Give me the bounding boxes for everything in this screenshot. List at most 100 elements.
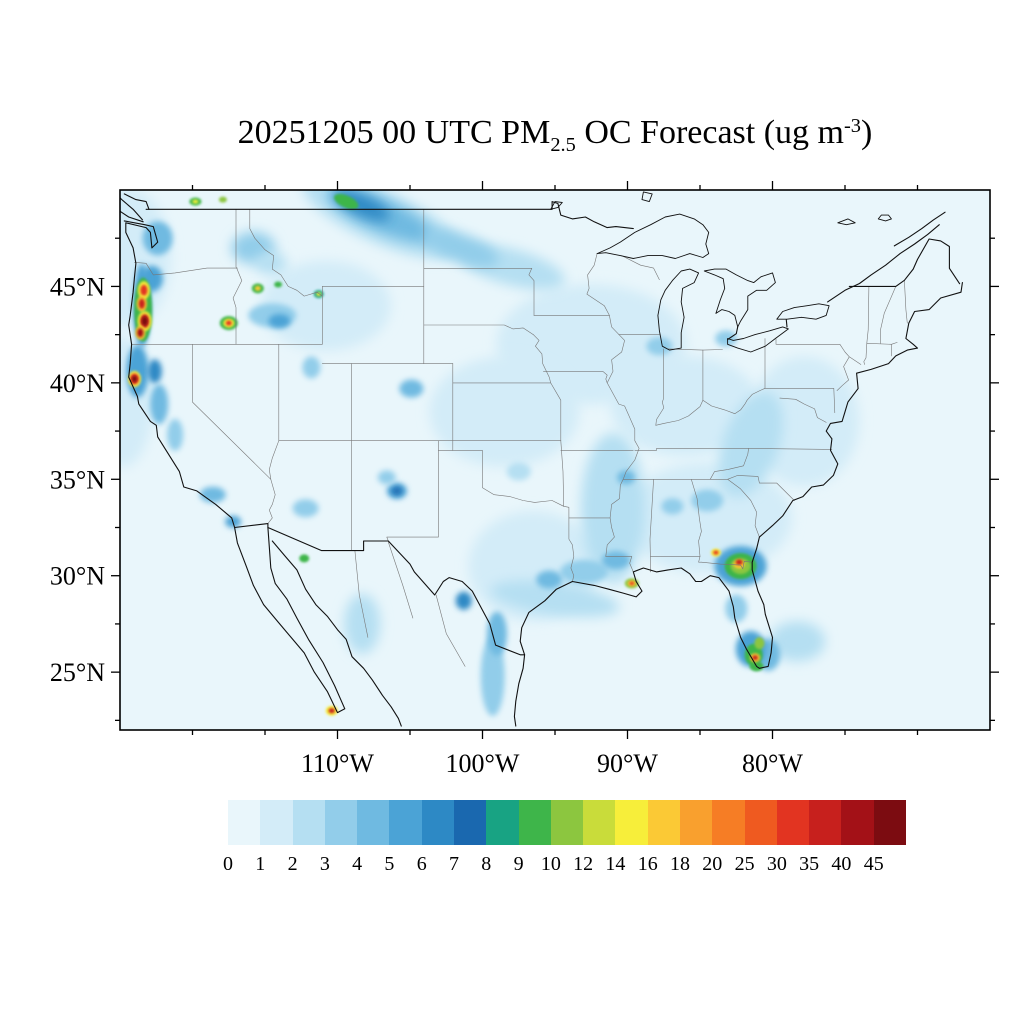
state-boundary (438, 450, 564, 507)
colorbar-tick-label: 1 (255, 853, 266, 875)
colorbar-tick-label: 45 (863, 853, 884, 875)
field-patch (422, 228, 499, 267)
colorbar-tick-label: 8 (481, 853, 492, 875)
field-patch (713, 550, 719, 555)
field-patch (120, 190, 171, 328)
state-boundary (709, 448, 749, 480)
colorbar (228, 800, 906, 845)
state-boundary (727, 475, 795, 501)
field-patch (718, 392, 784, 498)
field-patch (260, 260, 391, 351)
field-patch (490, 580, 620, 618)
colorbar-tick-label: 18 (670, 853, 690, 875)
colorbar-labels: 0 1 2 3 4 5 6 7 8 9 10 12 14 16 18 20 25 30 35 40 45 (223, 853, 906, 879)
state-boundary (655, 348, 665, 426)
state-boundary (775, 338, 862, 365)
state-boundary (605, 556, 634, 573)
coastline (827, 224, 940, 303)
colorbar-tick-label: 12 (573, 853, 594, 875)
state-boundary (655, 388, 766, 426)
field-patch (725, 594, 748, 623)
field-patch (715, 330, 738, 347)
colorbar-tick-label: 30 (766, 853, 787, 875)
state-boundary (388, 541, 414, 619)
coastline (123, 193, 150, 210)
lake-outline (641, 191, 653, 203)
colorbar-tick-label: 7 (449, 853, 459, 875)
coastline (120, 197, 144, 221)
state-boundary (560, 440, 575, 582)
state-boundary (354, 550, 369, 638)
field-patch (268, 314, 291, 329)
state-boundary (232, 209, 243, 345)
state-boundary (904, 280, 908, 324)
field-patch (735, 559, 743, 565)
x-axis-label: 80°W (742, 749, 803, 778)
colorbar-cell (841, 800, 874, 845)
field-patch (391, 486, 402, 495)
colorbar-tick-label: 25 (734, 853, 755, 875)
lake-outline (837, 218, 856, 226)
colorbar-cell (809, 800, 842, 845)
colorbar-tick-label: 4 (352, 853, 363, 875)
colorbar-tick-label: 40 (831, 853, 852, 875)
field-patch (292, 499, 319, 518)
state-boundary (533, 334, 562, 441)
field-patch (131, 375, 138, 383)
y-axis-label: 45°N (50, 272, 105, 301)
y-axis-label: 30°N (50, 562, 105, 591)
state-boundary (192, 344, 276, 524)
colorbar-tick-label: 20 (702, 853, 723, 875)
x-axis-label: 100°W (446, 749, 520, 778)
field-patch (199, 486, 226, 503)
state-boundary (386, 440, 439, 542)
lake-outline (657, 268, 700, 351)
lake-outline (877, 214, 892, 222)
colorbar-cell (744, 800, 777, 845)
field-patch (344, 593, 381, 654)
field-patch (138, 298, 145, 309)
x-axis-label: 110°W (301, 749, 374, 778)
title-subscript: 2.5 (550, 133, 576, 156)
field-patch (302, 356, 321, 379)
state-boundary (605, 315, 640, 557)
coastline (513, 654, 526, 727)
coastline (123, 220, 963, 669)
state-boundary (528, 268, 535, 316)
title-suffix: ) (861, 114, 873, 151)
colorbar-cell (260, 800, 293, 845)
field-patch (560, 559, 608, 584)
lake-outline (727, 326, 789, 353)
state-boundary (833, 388, 836, 413)
field-patch (581, 433, 645, 584)
state-boundary (134, 262, 238, 276)
chart-title: 20251205 00 UTC PM2.5 OC Forecast (ug m-… (120, 114, 990, 157)
lake-outline (703, 268, 776, 328)
colorbar-tick-label: 35 (799, 853, 820, 875)
state-boundary (634, 448, 833, 451)
map-panel (119, 189, 991, 731)
title-mid: OC Forecast (ug m (575, 114, 844, 151)
title-superscript: -3 (844, 114, 861, 137)
colorbar-cell (712, 800, 745, 845)
state-boundary (249, 209, 323, 297)
colorbar-cell (292, 800, 325, 845)
field-patch (150, 384, 169, 425)
colorbar-tick-label: 14 (605, 853, 626, 875)
coastline (848, 238, 961, 287)
state-boundary (435, 594, 466, 667)
field-patch (218, 196, 227, 203)
colorbar-cell (453, 800, 487, 845)
colorbar-tick-label: 5 (384, 853, 395, 875)
colorbar-cell (421, 800, 454, 845)
coastline (120, 210, 144, 223)
field-patch (167, 418, 184, 451)
field-patch (254, 285, 261, 291)
colorbar-cell (679, 800, 713, 845)
field-patch (610, 356, 761, 456)
state-boundary (836, 356, 850, 391)
coastline (271, 540, 402, 727)
lake-outline (596, 213, 710, 259)
coastline (893, 211, 946, 247)
colorbar-tick-label: 9 (513, 853, 524, 875)
